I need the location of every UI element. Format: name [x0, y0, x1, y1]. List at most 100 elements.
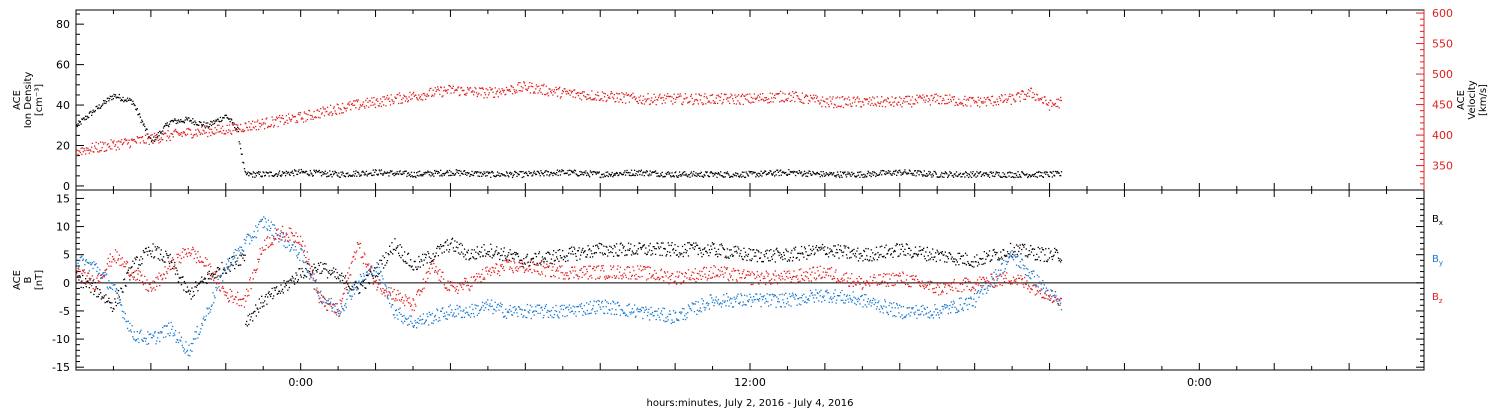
- point-velocity: [835, 97, 837, 99]
- point-density: [183, 120, 185, 123]
- point-by: [449, 304, 451, 306]
- point-bx: [746, 259, 748, 261]
- point-density: [411, 175, 413, 177]
- point-density: [562, 170, 564, 172]
- point-by: [637, 311, 639, 313]
- point-bx: [593, 252, 595, 255]
- point-velocity: [828, 105, 830, 108]
- point-by: [598, 300, 600, 302]
- point-density: [532, 174, 534, 176]
- point-velocity: [544, 94, 547, 96]
- point-bx: [184, 282, 186, 284]
- point-velocity: [523, 82, 526, 84]
- point-velocity: [231, 123, 234, 125]
- point-density: [1049, 171, 1051, 173]
- point-velocity: [776, 93, 778, 95]
- point-velocity: [228, 124, 231, 126]
- point-velocity: [549, 88, 551, 90]
- point-density: [413, 171, 415, 174]
- point-velocity: [859, 100, 861, 103]
- point-velocity: [95, 141, 97, 144]
- point-bx: [468, 259, 470, 261]
- point-bx: [866, 255, 868, 257]
- point-density: [618, 174, 620, 176]
- point-bx: [871, 260, 873, 262]
- point-density: [452, 172, 454, 175]
- point-bx: [201, 280, 204, 282]
- point-velocity: [1005, 98, 1007, 100]
- point-bx: [141, 263, 143, 265]
- point-by: [170, 321, 172, 324]
- point-by: [363, 275, 365, 277]
- point-bx: [818, 247, 821, 249]
- point-velocity: [687, 101, 690, 103]
- point-by: [231, 264, 234, 267]
- point-bx: [228, 266, 230, 268]
- point-bx: [1034, 259, 1036, 261]
- point-by: [111, 282, 113, 285]
- point-density: [412, 176, 414, 178]
- point-by: [87, 261, 89, 264]
- point-bx: [1060, 259, 1063, 261]
- point-velocity: [411, 98, 413, 100]
- point-by: [248, 234, 250, 236]
- point-density: [857, 171, 859, 174]
- point-velocity: [1040, 99, 1042, 101]
- point-bx: [838, 257, 840, 259]
- point-velocity: [115, 149, 117, 151]
- point-velocity: [797, 97, 800, 99]
- point-by: [230, 264, 232, 266]
- point-density: [771, 174, 773, 176]
- point-by: [474, 304, 476, 306]
- point-density: [677, 176, 679, 178]
- point-bx: [723, 248, 725, 250]
- point-velocity: [85, 153, 87, 155]
- point-by: [201, 323, 203, 325]
- point-density: [232, 124, 234, 126]
- point-velocity: [972, 96, 974, 99]
- point-density: [750, 171, 752, 173]
- point-density: [222, 117, 224, 119]
- point-density: [508, 172, 511, 174]
- point-density: [733, 174, 735, 176]
- point-by: [256, 226, 258, 229]
- point-by: [260, 219, 262, 221]
- point-velocity: [350, 109, 352, 111]
- point-bx: [388, 254, 390, 256]
- point-velocity: [939, 96, 941, 98]
- point-bx: [874, 254, 876, 256]
- point-by: [253, 230, 255, 233]
- point-velocity: [957, 104, 959, 106]
- point-velocity: [980, 101, 982, 103]
- point-density: [758, 175, 760, 178]
- point-velocity: [191, 137, 193, 139]
- point-density: [812, 172, 815, 174]
- point-density: [1053, 174, 1055, 176]
- point-density: [558, 170, 560, 173]
- point-density: [422, 173, 424, 176]
- point-density: [181, 120, 183, 122]
- point-velocity: [796, 95, 798, 97]
- point-density: [574, 170, 577, 172]
- point-density: [327, 175, 329, 177]
- point-velocity: [612, 96, 614, 98]
- point-by: [122, 317, 124, 319]
- point-velocity: [264, 128, 266, 130]
- point-velocity: [363, 105, 365, 108]
- point-bx: [728, 257, 730, 259]
- point-density: [917, 170, 919, 172]
- point-by: [538, 304, 541, 306]
- point-by: [523, 315, 525, 317]
- point-density: [992, 171, 994, 174]
- point-velocity: [451, 87, 453, 89]
- point-velocity: [805, 94, 807, 96]
- point-velocity: [326, 106, 329, 108]
- point-velocity: [901, 106, 903, 108]
- point-density: [226, 117, 228, 119]
- point-velocity: [88, 149, 90, 151]
- point-density: [791, 170, 793, 173]
- point-density: [249, 173, 251, 175]
- point-velocity: [237, 127, 240, 130]
- point-bx: [100, 298, 102, 300]
- point-bx: [350, 289, 353, 291]
